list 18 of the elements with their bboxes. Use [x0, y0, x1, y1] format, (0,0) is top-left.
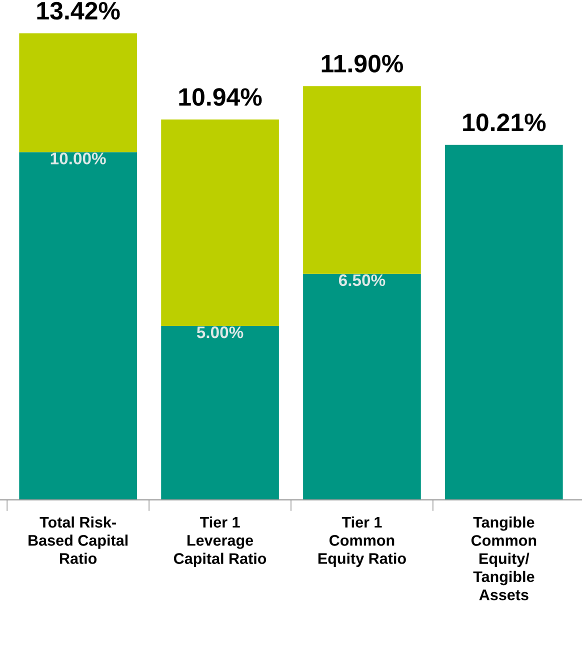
data-label: 10.00% — [50, 152, 106, 164]
bar — [19, 33, 137, 152]
x-tick-label: Tier 1 Leverage Capital Ratio — [174, 516, 266, 568]
bar — [445, 144, 563, 500]
bar — [161, 326, 279, 500]
bar — [303, 86, 421, 274]
x-tick-label: Tier 1 Common Equity Ratio — [318, 516, 406, 567]
bar — [303, 274, 421, 500]
x-tick-label: Total Risk- Based Capital Ratio — [28, 516, 128, 564]
data-label: 5.00% — [196, 326, 244, 338]
total-label: 11.90% — [322, 54, 404, 72]
total-label: 10.94% — [179, 88, 262, 106]
bar — [19, 152, 137, 500]
data-label: 6.50% — [338, 274, 386, 286]
total-label: 13.42% — [37, 2, 120, 20]
x-tick-label: Tangible Common Equity/ Tangible Assets — [471, 516, 536, 600]
bar — [161, 119, 279, 326]
total-label: 10.21% — [463, 114, 546, 132]
